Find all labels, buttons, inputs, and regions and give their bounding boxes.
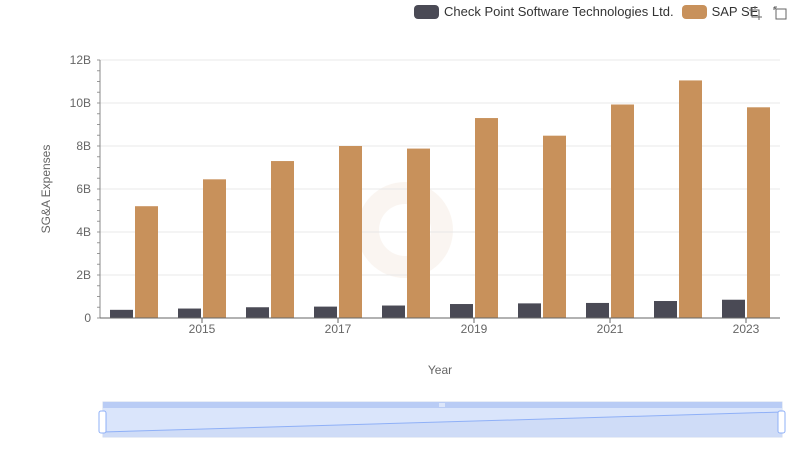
- bar-check-point-2015[interactable]: [178, 308, 201, 318]
- bar-sap-2023[interactable]: [747, 107, 770, 318]
- slider-move-grip[interactable]: [439, 403, 445, 407]
- legend: Check Point Software Technologies Ltd. S…: [414, 4, 758, 19]
- slider-data-shadow: [103, 412, 782, 437]
- bar-check-point-2020[interactable]: [518, 303, 541, 318]
- y-tick-label: 8B: [76, 139, 91, 153]
- bars: [110, 80, 770, 318]
- legend-item-sap[interactable]: SAP SE: [681, 4, 759, 19]
- toolbox: [748, 6, 788, 21]
- bar-check-point-2021[interactable]: [586, 302, 609, 318]
- legend-swatch-check-point: [414, 4, 439, 19]
- y-tick-label: 12B: [70, 53, 91, 67]
- legend-label-sap: SAP SE: [711, 4, 759, 19]
- x-tick-label: 2023: [733, 322, 760, 336]
- x-tick-label: 2019: [461, 322, 488, 336]
- x-tick-label: 2021: [597, 322, 624, 336]
- y-tick-label: 6B: [76, 182, 91, 196]
- bar-check-point-2017[interactable]: [314, 306, 337, 318]
- bar-check-point-2018[interactable]: [382, 305, 405, 318]
- bar-check-point-2016[interactable]: [246, 307, 269, 318]
- x-axis-title: Year: [428, 363, 452, 377]
- y-tick-label: 2B: [76, 268, 91, 282]
- watermark-logo: [357, 182, 453, 278]
- legend-item-check-point[interactable]: Check Point Software Technologies Ltd.: [414, 4, 674, 19]
- bar-sap-2018[interactable]: [407, 148, 430, 318]
- legend-swatch-sap: [681, 4, 707, 19]
- bar-sap-2020[interactable]: [543, 135, 566, 318]
- bar-check-point-2023[interactable]: [722, 299, 745, 318]
- bar-sap-2017[interactable]: [339, 146, 362, 318]
- y-tick-label: 4B: [76, 225, 91, 239]
- y-tick-label: 10B: [70, 96, 91, 110]
- x-tick-label: 2017: [325, 322, 352, 336]
- bar-sap-2021[interactable]: [611, 104, 634, 318]
- legend-label-check-point: Check Point Software Technologies Ltd.: [444, 4, 674, 19]
- y-axis-title: SG&A Expenses: [39, 145, 53, 234]
- data-zoom-slider[interactable]: [98, 401, 786, 438]
- x-tick-label: 2015: [189, 322, 216, 336]
- bar-check-point-2022[interactable]: [654, 301, 677, 318]
- slider-handle-right[interactable]: [777, 410, 786, 434]
- bar-check-point-2014[interactable]: [110, 309, 133, 318]
- bar-sap-2019[interactable]: [475, 118, 498, 318]
- bar-sap-2022[interactable]: [679, 80, 702, 318]
- bar-sap-2014[interactable]: [135, 206, 158, 318]
- data-zoom-icon[interactable]: [748, 6, 763, 21]
- slider-data-line: [102, 411, 783, 433]
- bar-sap-2016[interactable]: [271, 161, 294, 318]
- bar-sap-2015[interactable]: [203, 179, 226, 318]
- y-tick-label: 0: [84, 311, 91, 325]
- axes: 0 2B 4B 6B 8B 10B 12B 2015 2017 2019 2021 2023: [70, 53, 780, 336]
- restore-icon[interactable]: [773, 6, 788, 21]
- slider-handle-left[interactable]: [98, 410, 107, 434]
- bar-check-point-2019[interactable]: [450, 304, 473, 318]
